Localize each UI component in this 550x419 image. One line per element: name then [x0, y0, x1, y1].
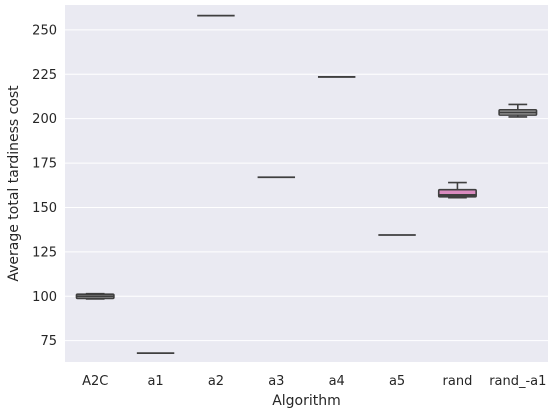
y-tick-label: 250	[32, 23, 57, 38]
x-tick-label: a4	[329, 374, 345, 389]
x-tick-labels: A2C a1 a2 a3 a4 a5 rand rand_-a1	[82, 374, 546, 389]
plot-area	[65, 5, 548, 362]
box-rand	[437, 181, 477, 199]
y-axis-label: Average total tardiness cost	[6, 85, 22, 282]
x-axis-label: Algorithm	[272, 393, 341, 409]
gridlines	[65, 29, 548, 342]
y-tick-label: 225	[32, 68, 57, 83]
y-tick-label: 100	[32, 290, 57, 305]
y-tick-labels: 75 100 125 150 175 200 225 250	[32, 23, 57, 349]
x-tick-label: a2	[208, 374, 224, 389]
box-A2C	[75, 292, 115, 300]
y-tick-label: 75	[40, 334, 57, 349]
box-series	[75, 14, 538, 355]
x-tick-label: rand_-a1	[489, 374, 546, 389]
y-tick-label: 125	[32, 245, 57, 260]
box-rand_-a1	[498, 103, 538, 118]
x-tick-label: A2C	[82, 374, 108, 389]
x-tick-label: rand	[443, 374, 473, 389]
x-tick-label: a5	[389, 374, 405, 389]
x-tick-label: a1	[147, 374, 163, 389]
y-tick-label: 150	[32, 201, 57, 216]
y-tick-label: 175	[32, 157, 57, 172]
x-tick-label: a3	[268, 374, 284, 389]
y-tick-label: 200	[32, 112, 57, 127]
